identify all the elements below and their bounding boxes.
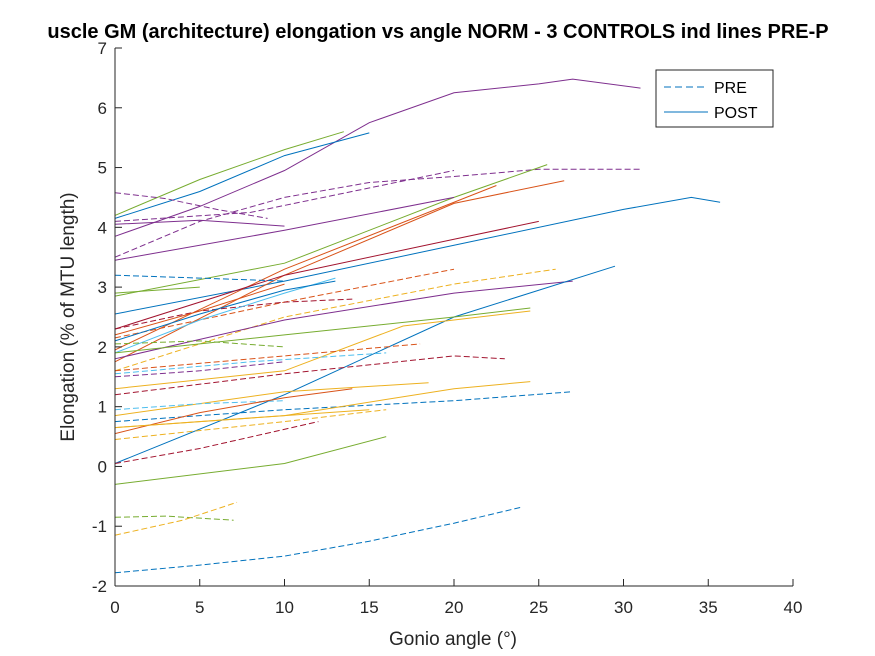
series-line-30 <box>114 361 285 378</box>
x-axis-label: Gonio angle (°) <box>389 629 517 650</box>
x-tick-label: 5 <box>195 598 204 617</box>
series-line-41 <box>114 501 238 536</box>
series-line-38 <box>114 436 387 485</box>
series-line-40 <box>114 515 234 521</box>
series-line-33 <box>114 400 285 411</box>
series-line-39 <box>114 409 370 429</box>
y-tick-label: 5 <box>98 159 107 178</box>
series-line-35 <box>114 409 387 440</box>
series-line-23 <box>114 265 616 464</box>
legend-box <box>655 69 774 128</box>
y-tick-label: 1 <box>98 398 107 417</box>
series-line-42 <box>114 506 522 574</box>
series-line-9 <box>114 164 548 297</box>
series-line-32 <box>114 391 573 423</box>
series-line-5 <box>114 192 268 219</box>
series-line-17 <box>114 286 200 294</box>
x-tick-label: 20 <box>445 598 464 617</box>
legend: PRE POST <box>655 69 774 128</box>
series-line-4 <box>114 168 641 258</box>
series-line-37 <box>114 421 319 464</box>
series-line-10 <box>114 180 565 363</box>
legend-pre-label: PRE <box>714 80 747 97</box>
y-tick-label: 4 <box>98 218 107 237</box>
y-tick-label: -2 <box>92 577 107 596</box>
x-tick-label: 10 <box>275 598 294 617</box>
y-tick-label: 7 <box>98 39 107 58</box>
series-line-8 <box>114 196 721 315</box>
series-line-25 <box>114 310 531 390</box>
y-tick-label: 0 <box>98 457 107 476</box>
x-tick-label: 30 <box>614 598 633 617</box>
y-axis-label: Elongation (% of MTU length) <box>58 192 79 441</box>
series-layer <box>114 78 721 574</box>
series-line-16 <box>114 268 556 372</box>
series-line-3 <box>114 131 344 216</box>
series-line-31 <box>114 382 429 417</box>
x-tick-label: 15 <box>360 598 379 617</box>
series-line-22 <box>114 280 573 360</box>
x-tick-label: 0 <box>110 598 119 617</box>
series-line-28 <box>114 343 421 372</box>
series-line-7 <box>114 170 455 222</box>
series-line-20 <box>114 280 336 342</box>
series-line-24 <box>114 307 531 354</box>
x-tick-label: 40 <box>784 598 803 617</box>
chart-title: uscle GM (architecture) elongation vs an… <box>47 21 828 43</box>
y-tick-label: 6 <box>98 99 107 118</box>
series-line-2 <box>114 132 370 219</box>
series-line-36 <box>114 388 353 435</box>
series-line-13 <box>114 196 455 261</box>
y-tick-label: -1 <box>92 517 107 536</box>
series-line-6 <box>114 219 285 227</box>
series-line-26 <box>114 352 387 375</box>
y-tick-label: 3 <box>98 278 107 297</box>
series-line-12 <box>114 220 539 330</box>
series-line-21 <box>114 283 285 336</box>
series-line-1 <box>114 78 641 237</box>
ticks-layer: 0 5 10 15 20 25 30 35 40 -2 -1 0 1 2 3 4 5 6 7 <box>92 39 803 617</box>
x-tick-label: 35 <box>699 598 718 617</box>
legend-post-label: POST <box>714 105 758 122</box>
series-line-29 <box>114 355 505 396</box>
series-line-14 <box>114 274 285 282</box>
y-tick-label: 2 <box>98 338 107 357</box>
x-tick-label: 25 <box>529 598 548 617</box>
series-line-27 <box>114 340 285 348</box>
